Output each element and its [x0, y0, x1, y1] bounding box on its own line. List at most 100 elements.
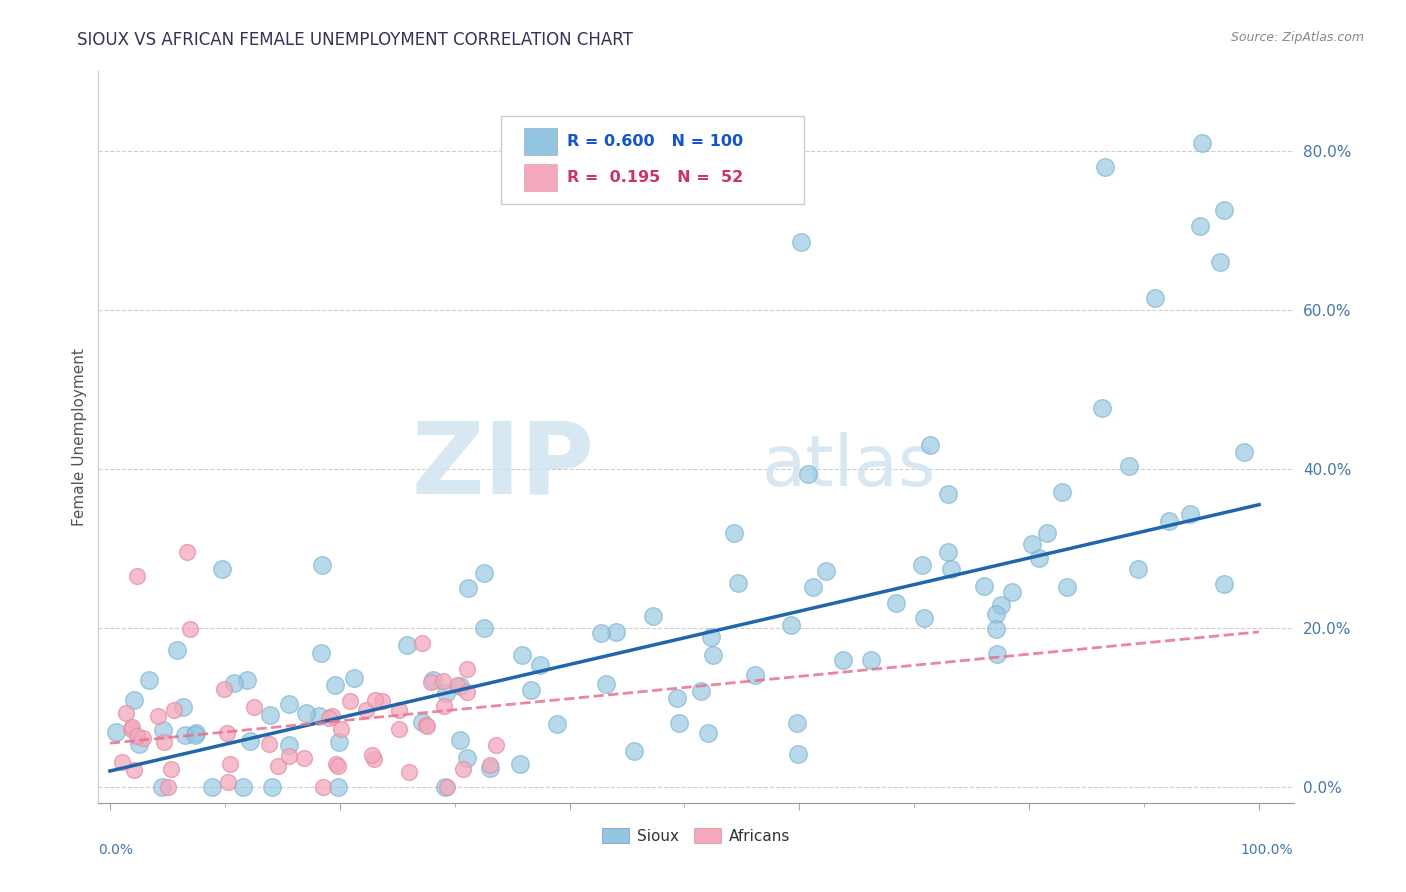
Point: [446, 678, 468, 692]
Text: atlas: atlas: [762, 432, 936, 500]
Point: [456, 662, 478, 676]
Point: [911, 558, 934, 572]
Point: [936, 545, 959, 559]
Point: [150, 780, 173, 794]
Point: [779, 617, 801, 632]
Point: [138, 673, 160, 687]
Text: R = 0.600   N = 100: R = 0.600 N = 100: [567, 134, 744, 149]
Point: [277, 748, 299, 763]
Point: [152, 735, 174, 749]
Point: [1001, 585, 1024, 599]
Point: [990, 598, 1012, 612]
Point: [257, 737, 280, 751]
Point: [127, 730, 149, 744]
Point: [415, 718, 437, 732]
Point: [371, 694, 394, 708]
Point: [1213, 576, 1236, 591]
Point: [831, 653, 853, 667]
Point: [510, 648, 533, 662]
Point: [356, 703, 378, 717]
Point: [176, 545, 198, 559]
Point: [860, 652, 883, 666]
Point: [479, 758, 502, 772]
Point: [328, 780, 350, 794]
Point: [595, 677, 617, 691]
Point: [546, 716, 568, 731]
Point: [111, 756, 134, 770]
Point: [422, 673, 444, 687]
Point: [723, 525, 745, 540]
Point: [1189, 219, 1212, 234]
Point: [457, 581, 479, 595]
Point: [159, 762, 181, 776]
Point: [419, 675, 441, 690]
Point: [801, 580, 824, 594]
Point: [308, 708, 330, 723]
Point: [973, 579, 995, 593]
Point: [166, 642, 188, 657]
Point: [339, 694, 361, 708]
Point: [1213, 203, 1236, 218]
Point: [363, 752, 385, 766]
Point: [1191, 136, 1213, 150]
Point: [239, 734, 262, 748]
Point: [236, 673, 259, 688]
Text: R =  0.195   N =  52: R = 0.195 N = 52: [567, 170, 744, 186]
Point: [128, 738, 150, 752]
Point: [323, 678, 346, 692]
Point: [388, 722, 411, 736]
Point: [105, 725, 128, 739]
Point: [449, 733, 471, 747]
Point: [1056, 580, 1078, 594]
Point: [433, 698, 456, 713]
Point: [121, 720, 143, 734]
Point: [361, 747, 384, 762]
Point: [1143, 291, 1166, 305]
Point: [173, 728, 195, 742]
Point: [744, 668, 766, 682]
Point: [132, 731, 155, 746]
Point: [388, 703, 411, 717]
Point: [666, 690, 689, 705]
Point: [797, 467, 820, 482]
Point: [433, 780, 456, 794]
Point: [1091, 401, 1114, 415]
Point: [786, 747, 808, 761]
Point: [668, 715, 690, 730]
Point: [984, 623, 1007, 637]
Text: 0.0%: 0.0%: [98, 843, 134, 857]
Point: [152, 723, 174, 737]
Point: [292, 751, 315, 765]
Point: [217, 725, 239, 739]
Point: [343, 671, 366, 685]
Point: [1021, 537, 1043, 551]
Point: [211, 562, 233, 576]
Point: [786, 715, 808, 730]
Point: [451, 762, 474, 776]
Point: [912, 611, 935, 625]
Point: [311, 558, 333, 572]
Point: [114, 706, 136, 721]
Text: Source: ZipAtlas.com: Source: ZipAtlas.com: [1230, 31, 1364, 45]
Point: [328, 735, 350, 749]
Point: [1036, 525, 1059, 540]
Point: [936, 487, 959, 501]
Point: [1128, 562, 1150, 576]
Point: [456, 751, 478, 765]
Point: [260, 780, 283, 794]
Point: [330, 722, 353, 736]
Point: [295, 706, 318, 720]
Point: [396, 639, 419, 653]
Point: [127, 569, 149, 583]
Text: ZIP: ZIP: [412, 417, 595, 515]
Point: [278, 738, 301, 752]
Point: [122, 693, 145, 707]
Point: [472, 621, 495, 635]
Point: [321, 709, 343, 723]
Point: [278, 697, 301, 711]
Point: [156, 780, 179, 794]
Point: [217, 775, 239, 789]
Point: [259, 708, 281, 723]
Point: [986, 647, 1008, 661]
Point: [689, 684, 711, 698]
